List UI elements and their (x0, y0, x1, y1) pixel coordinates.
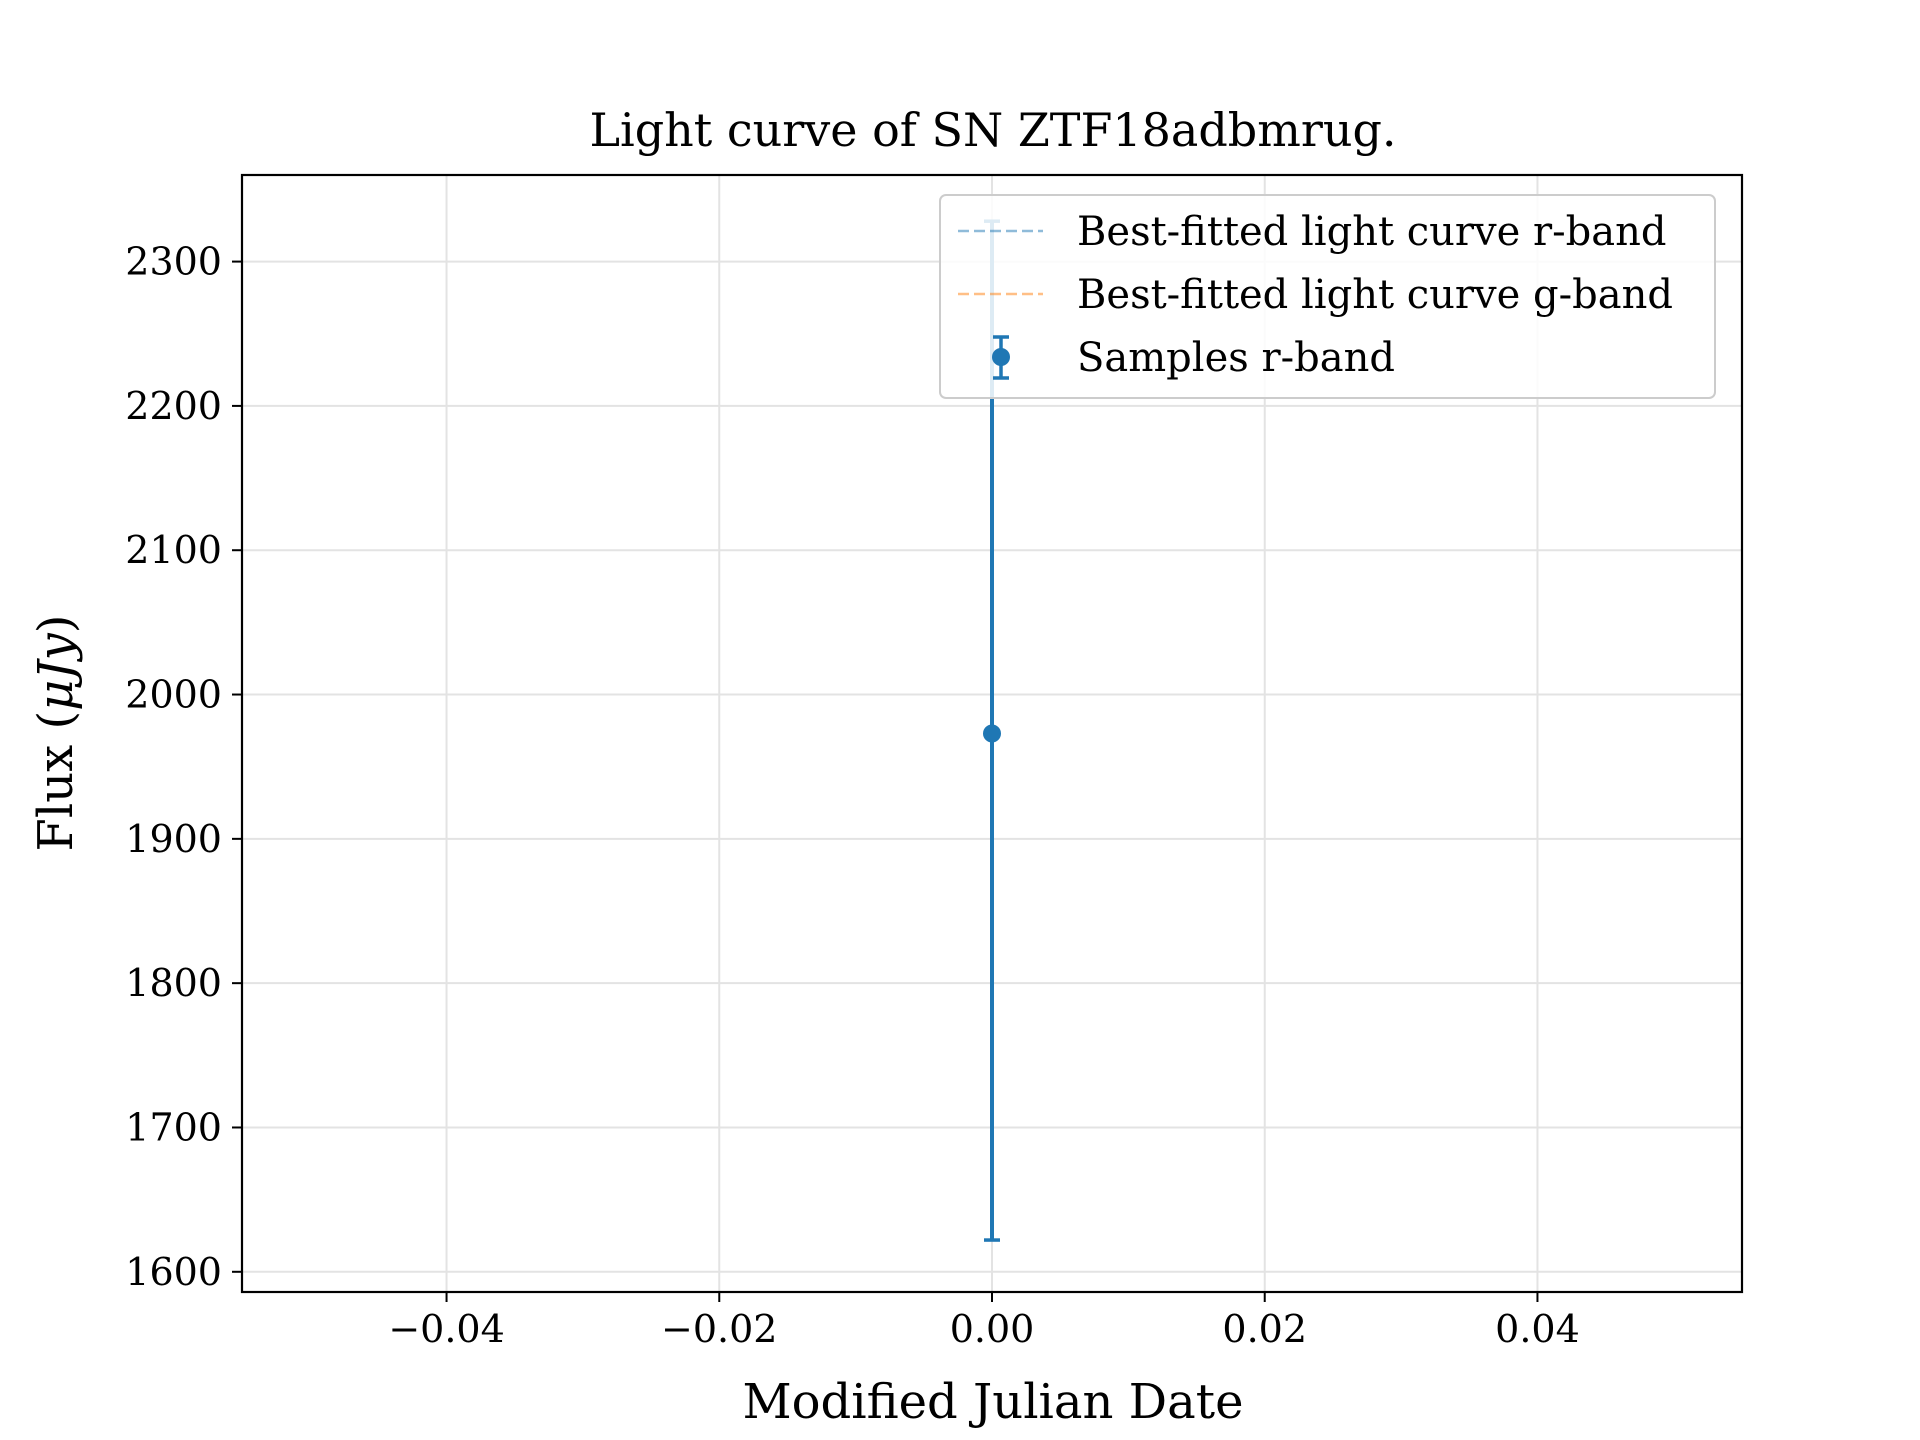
x-tick-label: 0.02 (1222, 1307, 1307, 1351)
y-tick-label: 2300 (125, 240, 222, 284)
x-tick-label: 0.04 (1495, 1307, 1580, 1351)
legend-swatch-samples-r-band (992, 335, 1010, 380)
y-axis-label-unit: μJy (28, 632, 84, 710)
legend-box (939, 194, 1716, 399)
legend-label-r-band-fit: Best-fitted light curve r-band (1077, 209, 1666, 255)
x-tick-label: 0.00 (950, 1307, 1035, 1351)
y-axis-label-close: ) (28, 615, 84, 634)
y-tick-label: 1800 (125, 961, 222, 1005)
y-tick-label: 1700 (125, 1105, 222, 1149)
y-tick-label: 2100 (125, 528, 222, 572)
y-axis-label-main: Flux ( (28, 711, 84, 852)
y-tick-label: 2200 (125, 384, 222, 428)
x-tick-label: −0.04 (388, 1307, 504, 1351)
legend-label-samples-r-band: Samples r-band (1077, 335, 1395, 381)
legend: Best-fitted light curve r-band Best-fitt… (939, 194, 1716, 399)
y-axis-label: Flux (μJy) (28, 615, 84, 852)
tick-layer: −0.04 −0.02 0.00 0.02 0.04 1600 1700 1800 1900 20… (125, 240, 1579, 1351)
x-tick-label: −0.02 (661, 1307, 777, 1351)
legend-label-g-band-fit: Best-fitted light curve g-band (1077, 272, 1673, 318)
y-tick-label: 2000 (125, 673, 222, 717)
chart-title: Light curve of SN ZTF18adbmrug. (589, 103, 1396, 157)
sample-point (983, 724, 1001, 743)
y-tick-label: 1900 (125, 817, 222, 861)
x-axis-label: Modified Julian Date (743, 1374, 1244, 1430)
y-tick-label: 1600 (125, 1250, 222, 1294)
